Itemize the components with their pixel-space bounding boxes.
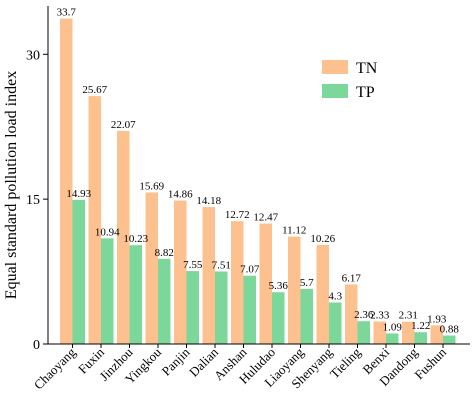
bar-tp: [329, 302, 342, 344]
data-label-tn: 1.93: [427, 313, 447, 325]
data-label-tn: 10.26: [310, 233, 335, 245]
data-label-tn: 2.31: [399, 310, 418, 322]
data-label-tn: 2.33: [370, 309, 390, 321]
bar-tn: [345, 284, 358, 344]
data-label-tp: 4.3: [328, 290, 342, 302]
y-ticks-layer: 0 15 30: [26, 48, 48, 353]
bar-tp: [386, 333, 399, 344]
data-label-tn: 12.47: [253, 212, 278, 224]
bar-tp: [72, 199, 85, 344]
data-label-tn: 14.18: [196, 195, 221, 207]
data-label-tp: 5.7: [300, 277, 314, 289]
data-label-tn: 25.67: [82, 84, 107, 96]
data-label-tp: 1.09: [383, 321, 403, 333]
data-label-tp: 7.07: [240, 264, 260, 276]
bar-tp: [101, 238, 114, 344]
bar-tp: [443, 335, 456, 344]
data-label-tp: 10.94: [95, 226, 120, 238]
bar-tn: [202, 207, 215, 344]
bar-tp: [357, 321, 370, 344]
bar-tp: [186, 271, 199, 344]
value-labels-layer: 33.7 14.93 25.67 10.94 22.07 10.23 15.69 8.82 14…: [57, 7, 460, 336]
bar-tp: [243, 275, 256, 344]
bar-tn: [88, 96, 101, 345]
bar-tp: [129, 245, 142, 344]
data-label-tp: 8.82: [155, 247, 174, 259]
legend-swatch-tp: [322, 84, 348, 98]
y-tick-label: 30: [26, 48, 40, 63]
data-label-tn: 33.7: [57, 7, 77, 19]
data-label-tp: 1.22: [411, 320, 430, 332]
bar-tn: [231, 221, 244, 344]
bar-tn: [373, 321, 386, 344]
data-label-tp: 0.88: [440, 324, 460, 336]
data-label-tn: 12.72: [225, 209, 250, 221]
y-tick-label: 0: [33, 338, 40, 353]
data-label-tn: 14.86: [168, 188, 193, 200]
x-tick-label: Panjin: [159, 344, 193, 378]
bar-tp: [215, 271, 228, 344]
bar-tn: [288, 236, 301, 344]
data-label-tp: 7.55: [183, 259, 203, 271]
bars-layer: [60, 18, 456, 345]
bar-tn: [174, 200, 187, 344]
data-label-tn: 15.69: [139, 180, 164, 192]
legend-swatch-tn: [322, 60, 348, 74]
y-tick-label: 15: [26, 193, 40, 208]
x-tick-label: Fushun: [411, 344, 449, 382]
legend-label-tp: TP: [356, 84, 375, 101]
bar-tn: [402, 321, 415, 344]
data-label-tn: 11.12: [282, 225, 306, 237]
bar-tn: [145, 192, 158, 344]
bar-tp: [414, 332, 427, 344]
x-tick-label: Tieling: [327, 344, 364, 381]
legend-label-tn: TN: [356, 60, 378, 77]
bar-tn: [316, 244, 329, 344]
bar-tn: [259, 223, 272, 344]
bar-tn: [430, 325, 443, 344]
data-label-tp: 10.23: [123, 233, 148, 245]
x-ticks-layer: ChaoyangFuxinJinzhouYingkouPanjinDalianA…: [31, 344, 449, 392]
data-label-tp: 14.93: [66, 188, 91, 200]
y-axis-label: Equal standard pollution load index: [3, 71, 20, 299]
data-label-tp: 5.36: [269, 280, 289, 292]
legend: TN TP: [322, 60, 378, 101]
axes-layer: [47, 6, 470, 345]
bar-tp: [272, 292, 285, 344]
bar-tp: [300, 288, 313, 344]
bar-tn: [117, 130, 130, 344]
data-label-tn: 22.07: [111, 119, 136, 131]
data-label-tp: 7.51: [212, 259, 231, 271]
data-label-tp: 2.36: [354, 309, 374, 321]
bar-tp: [158, 258, 171, 344]
data-label-tn: 6.17: [342, 272, 362, 284]
bar-tn: [60, 18, 73, 344]
